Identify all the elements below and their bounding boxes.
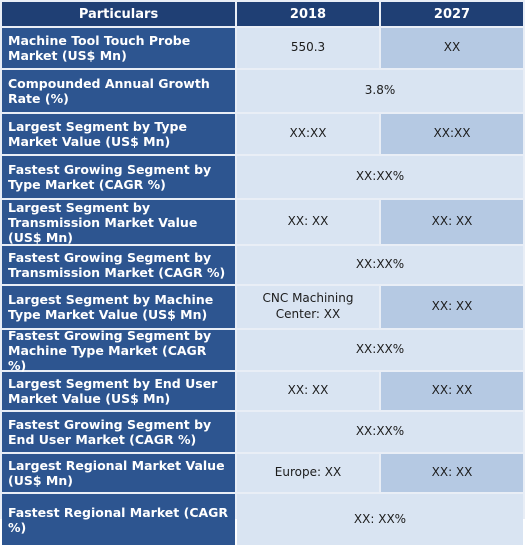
value-merged: XX:XX% bbox=[237, 156, 523, 198]
value-merged: 3.8% bbox=[237, 70, 523, 112]
row-label: Fastest Growing Segment by End User Mark… bbox=[2, 412, 235, 452]
value-merged: XX:XX% bbox=[237, 330, 523, 370]
value-2018: XX: XX bbox=[237, 200, 379, 244]
value-merged: XX:XX% bbox=[237, 246, 523, 284]
value-merged: XX:XX% bbox=[237, 412, 523, 452]
row-label: Largest Segment by Transmission Market V… bbox=[2, 200, 235, 245]
value-2018: XX:XX bbox=[237, 114, 379, 154]
header-2018: 2018 bbox=[237, 2, 379, 26]
row-label: Fastest Regional Market (CAGR %) bbox=[2, 494, 235, 545]
row-label: Largest Segment by Machine Type Market V… bbox=[2, 286, 235, 328]
header-particulars: Particulars bbox=[2, 2, 235, 26]
value-2027: XX: XX bbox=[381, 372, 523, 410]
row-label: Largest Regional Market Value (US$ Mn) bbox=[2, 454, 235, 492]
header-2027: 2027 bbox=[381, 2, 523, 26]
value-2027: XX: XX bbox=[381, 286, 523, 328]
row-label: Fastest Growing Segment by Machine Type … bbox=[2, 328, 235, 373]
row-label: Largest Segment by End User Market Value… bbox=[2, 372, 235, 410]
value-2018: Europe: XX bbox=[237, 454, 379, 492]
row-label: Largest Segment by Type Market Value (US… bbox=[2, 114, 235, 154]
value-merged: XX: XX% bbox=[237, 494, 523, 545]
row-label: Fastest Growing Segment by Transmission … bbox=[2, 246, 235, 284]
value-2018: 550.3 bbox=[237, 28, 379, 68]
value-2027: XX:XX bbox=[381, 114, 523, 154]
value-2027: XX: XX bbox=[381, 454, 523, 492]
value-2027: XX bbox=[381, 28, 523, 68]
row-label: Fastest Growing Segment by Type Market (… bbox=[2, 156, 235, 198]
value-2018: CNC Machining Center: XX bbox=[237, 286, 379, 328]
value-2027: XX: XX bbox=[381, 200, 523, 244]
row-label: Machine Tool Touch Probe Market (US$ Mn) bbox=[2, 28, 235, 68]
row-label: Compounded Annual Growth Rate (%) bbox=[2, 70, 235, 112]
value-2018: XX: XX bbox=[237, 372, 379, 410]
